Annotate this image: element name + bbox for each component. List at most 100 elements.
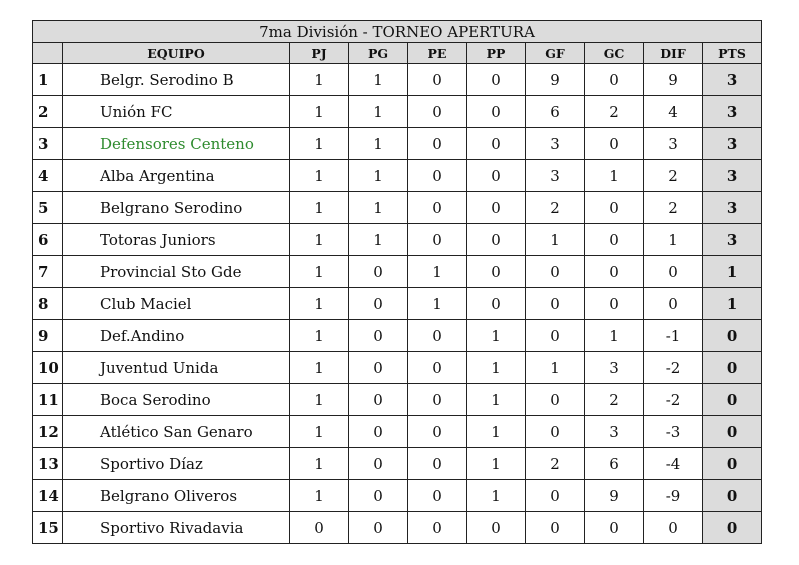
cell-pj: 1 [289, 351, 349, 384]
cell-team: Belgrano Oliveros [62, 479, 290, 512]
cell-pe: 0 [407, 127, 467, 160]
cell-gc: 9 [584, 479, 644, 512]
table-row: 13 Sportivo Díaz 1 0 0 1 2 6 -4 0 [32, 447, 763, 480]
cell-pp: 0 [466, 191, 526, 224]
cell-dif: 9 [643, 63, 703, 96]
cell-team: Def.Andino [62, 319, 290, 352]
cell-gf: 0 [525, 511, 585, 544]
cell-pg: 1 [348, 95, 408, 128]
cell-gc: 0 [584, 63, 644, 96]
table-row: 6 Totoras Juniors 1 1 0 0 1 0 1 3 [32, 223, 763, 256]
cell-team: Juventud Unida [62, 351, 290, 384]
cell-pj: 1 [289, 95, 349, 128]
cell-gc: 1 [584, 319, 644, 352]
cell-pos: 12 [32, 415, 63, 448]
cell-pp: 0 [466, 255, 526, 288]
cell-dif: -3 [643, 415, 703, 448]
cell-pe: 0 [407, 479, 467, 512]
cell-gf: 0 [525, 255, 585, 288]
cell-pg: 0 [348, 383, 408, 416]
cell-dif: 4 [643, 95, 703, 128]
table-row: 9 Def.Andino 1 0 0 1 0 1 -1 0 [32, 319, 763, 352]
cell-gc: 0 [584, 287, 644, 320]
cell-gf: 2 [525, 447, 585, 480]
cell-pg: 0 [348, 447, 408, 480]
cell-pe: 0 [407, 447, 467, 480]
table-row: 12 Atlético San Genaro 1 0 0 1 0 3 -3 0 [32, 415, 763, 448]
cell-pts: 0 [701, 319, 763, 352]
cell-gc: 0 [584, 223, 644, 256]
cell-pts: 0 [701, 383, 763, 416]
cell-gc: 1 [584, 159, 644, 192]
cell-pg: 1 [348, 223, 408, 256]
table-row: 14 Belgrano Oliveros 1 0 0 1 0 9 -9 0 [32, 479, 763, 512]
column-header-dif: DIF [643, 42, 703, 64]
cell-pj: 1 [289, 383, 349, 416]
cell-gc: 3 [584, 351, 644, 384]
cell-pj: 1 [289, 287, 349, 320]
cell-team: Belgrano Serodino [62, 191, 290, 224]
cell-pj: 1 [289, 191, 349, 224]
cell-dif: 0 [643, 255, 703, 288]
cell-dif: -1 [643, 319, 703, 352]
cell-gf: 0 [525, 383, 585, 416]
cell-pj: 1 [289, 319, 349, 352]
cell-pj: 1 [289, 63, 349, 96]
cell-pe: 0 [407, 63, 467, 96]
cell-pos: 13 [32, 447, 63, 480]
header-row: EQUIPO PJ PG PE PP GF GC DIF PTS [32, 42, 763, 64]
cell-gf: 3 [525, 127, 585, 160]
cell-pos: 7 [32, 255, 63, 288]
cell-pg: 0 [348, 255, 408, 288]
cell-pe: 0 [407, 511, 467, 544]
cell-team: Boca Serodino [62, 383, 290, 416]
cell-pp: 0 [466, 95, 526, 128]
column-header-pts: PTS [701, 42, 763, 64]
cell-pos: 11 [32, 383, 63, 416]
table-row: 8 Club Maciel 1 0 1 0 0 0 0 1 [32, 287, 763, 320]
cell-pp: 0 [466, 287, 526, 320]
cell-dif: -9 [643, 479, 703, 512]
cell-gf: 3 [525, 159, 585, 192]
table-row: 11 Boca Serodino 1 0 0 1 0 2 -2 0 [32, 383, 763, 416]
cell-dif: 2 [643, 159, 703, 192]
cell-pj: 1 [289, 415, 349, 448]
cell-pp: 1 [466, 479, 526, 512]
cell-pe: 0 [407, 319, 467, 352]
cell-pts: 0 [701, 511, 763, 544]
cell-pj: 1 [289, 447, 349, 480]
table-row: 15 Sportivo Rivadavia 0 0 0 0 0 0 0 0 [32, 511, 763, 544]
cell-dif: -2 [643, 383, 703, 416]
column-header-pg: PG [348, 42, 408, 64]
cell-dif: -2 [643, 351, 703, 384]
table-row: 2 Unión FC 1 1 0 0 6 2 4 3 [32, 95, 763, 128]
cell-gf: 0 [525, 287, 585, 320]
cell-pe: 0 [407, 223, 467, 256]
cell-pts: 3 [701, 223, 763, 256]
cell-team: Atlético San Genaro [62, 415, 290, 448]
cell-pg: 0 [348, 511, 408, 544]
table-title: 7ma División - TORNEO APERTURA [31, 20, 763, 43]
cell-pj: 1 [289, 223, 349, 256]
cell-team: Unión FC [62, 95, 290, 128]
cell-pp: 1 [466, 447, 526, 480]
cell-team: Club Maciel [62, 287, 290, 320]
table-body: 1 Belgr. Serodino B 1 1 0 0 9 0 9 3 2 Unión FC 1 1 0 0 6… [32, 63, 763, 544]
cell-pts: 3 [701, 159, 763, 192]
cell-pg: 1 [348, 63, 408, 96]
cell-team: Alba Argentina [62, 159, 290, 192]
cell-pe: 0 [407, 191, 467, 224]
cell-gc: 0 [584, 255, 644, 288]
table-row: 7 Provincial Sto Gde 1 0 1 0 0 0 0 1 [32, 255, 763, 288]
column-header-gc: GC [584, 42, 644, 64]
cell-pg: 0 [348, 479, 408, 512]
cell-pos: 2 [32, 95, 63, 128]
cell-pts: 3 [701, 95, 763, 128]
cell-pp: 0 [466, 159, 526, 192]
cell-pos: 9 [32, 319, 63, 352]
cell-pts: 1 [701, 287, 763, 320]
cell-pe: 0 [407, 383, 467, 416]
cell-pg: 1 [348, 159, 408, 192]
cell-team: Sportivo Rivadavia [62, 511, 290, 544]
cell-pg: 0 [348, 351, 408, 384]
